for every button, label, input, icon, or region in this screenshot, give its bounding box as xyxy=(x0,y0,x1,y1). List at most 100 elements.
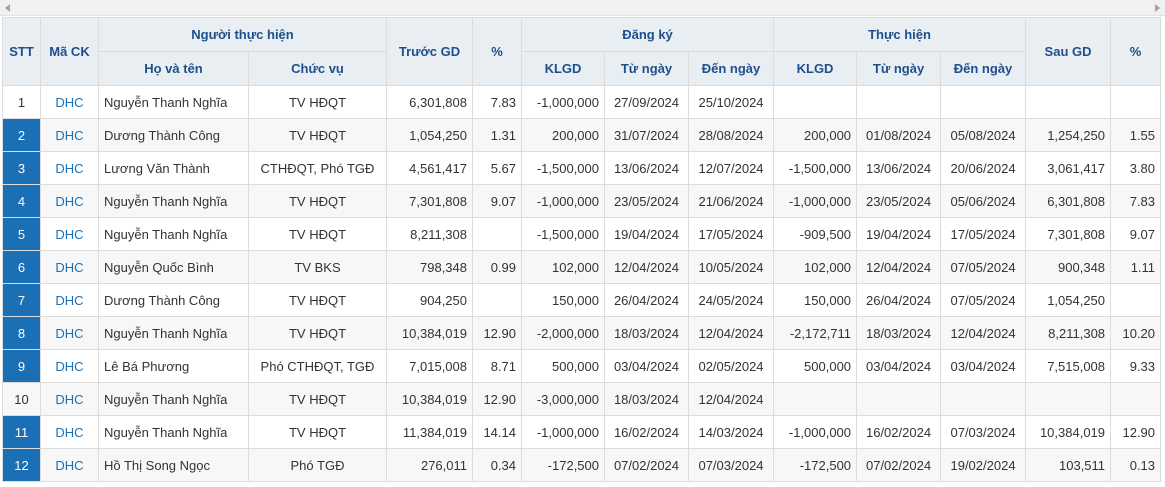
row-number: 6 xyxy=(2,250,41,284)
registered-from: 31/07/2024 xyxy=(604,118,689,152)
data-row: 9 DHC Lê Bá Phương Phó CTHĐQT, TGĐ 7,015,008… xyxy=(2,349,1162,383)
volume-before: 10,384,019 xyxy=(386,382,473,416)
volume-after: 103,511 xyxy=(1025,448,1112,482)
volume-after xyxy=(1025,85,1112,119)
executed-volume: 150,000 xyxy=(773,283,858,317)
registered-volume: 150,000 xyxy=(521,283,605,317)
percent-after: 3.80 xyxy=(1110,151,1162,185)
registered-from: 16/02/2024 xyxy=(604,415,689,449)
registered-volume: 200,000 xyxy=(521,118,605,152)
percent-after xyxy=(1110,382,1162,416)
stock-code[interactable]: DHC xyxy=(40,283,99,317)
registered-from: 26/04/2024 xyxy=(604,283,689,317)
position: TV HĐQT xyxy=(248,85,387,119)
insider-trading-table: STT Mã CK Người thực hiện Trước GD % Đăn… xyxy=(2,17,1162,482)
stock-code[interactable]: DHC xyxy=(40,217,99,251)
executed-volume: -1,000,000 xyxy=(773,415,858,449)
registered-volume: -1,500,000 xyxy=(521,151,605,185)
position: TV HĐQT xyxy=(248,415,387,449)
position: TV HĐQT xyxy=(248,316,387,350)
executed-volume: -1,500,000 xyxy=(773,151,858,185)
executed-volume xyxy=(773,382,858,416)
registered-volume: -1,000,000 xyxy=(521,184,605,218)
position: Phó CTHĐQT, TGĐ xyxy=(248,349,387,383)
stock-code[interactable]: DHC xyxy=(40,349,99,383)
volume-before: 11,384,019 xyxy=(386,415,473,449)
executed-to: 07/05/2024 xyxy=(940,283,1027,317)
position: TV HĐQT xyxy=(248,184,387,218)
header-row: Họ và tên Chức vụ KLGD Từ ngày Đến ngày … xyxy=(3,51,1161,86)
executed-to: 19/02/2024 xyxy=(940,448,1027,482)
volume-after: 1,254,250 xyxy=(1025,118,1112,152)
percent-before: 12.90 xyxy=(472,382,522,416)
volume-after: 900,348 xyxy=(1025,250,1112,284)
executed-from xyxy=(856,382,942,416)
row-number: 12 xyxy=(2,448,41,482)
executed-to xyxy=(940,382,1027,416)
volume-before: 904,250 xyxy=(386,283,473,317)
person-name: Dương Thành Công xyxy=(98,118,249,152)
stock-code[interactable]: DHC xyxy=(40,415,99,449)
header-cell: Đến ngày xyxy=(687,51,775,86)
registered-volume: 500,000 xyxy=(521,349,605,383)
volume-before: 7,301,808 xyxy=(386,184,473,218)
registered-to: 28/08/2024 xyxy=(687,118,775,152)
registered-from: 19/04/2024 xyxy=(604,217,689,251)
percent-after: 1.11 xyxy=(1110,250,1162,284)
person-name: Lương Văn Thành xyxy=(98,151,249,185)
percent-after: 12.90 xyxy=(1110,415,1162,449)
registered-to: 12/04/2024 xyxy=(687,382,775,416)
stock-code[interactable]: DHC xyxy=(40,250,99,284)
volume-before: 7,015,008 xyxy=(386,349,473,383)
stock-code[interactable]: DHC xyxy=(40,316,99,350)
executed-volume xyxy=(773,85,858,119)
executed-to: 03/04/2024 xyxy=(940,349,1027,383)
executed-to: 12/04/2024 xyxy=(940,316,1027,350)
percent-after xyxy=(1110,85,1162,119)
stock-code[interactable]: DHC xyxy=(40,448,99,482)
volume-before: 6,301,808 xyxy=(386,85,473,119)
data-row: 2 DHC Dương Thành Công TV HĐQT 1,054,250 1.31… xyxy=(2,118,1162,152)
stock-code[interactable]: DHC xyxy=(40,85,99,119)
percent-before: 5.67 xyxy=(472,151,522,185)
registered-volume: -1,000,000 xyxy=(521,85,605,119)
volume-after: 8,211,308 xyxy=(1025,316,1112,350)
stock-code[interactable]: DHC xyxy=(40,151,99,185)
stock-code[interactable]: DHC xyxy=(40,184,99,218)
percent-before: 0.99 xyxy=(472,250,522,284)
registered-from: 13/06/2024 xyxy=(604,151,689,185)
executed-from: 18/03/2024 xyxy=(856,316,942,350)
data-row: 1 DHC Nguyễn Thanh Nghĩa TV HĐQT 6,301,808 7.… xyxy=(2,85,1162,119)
registered-to: 12/04/2024 xyxy=(687,316,775,350)
scroll-left-arrow[interactable] xyxy=(5,4,10,12)
person-name: Nguyễn Quốc Bình xyxy=(98,250,249,284)
executed-volume: -2,172,711 xyxy=(773,316,858,350)
volume-after xyxy=(1025,382,1112,416)
executed-to: 05/06/2024 xyxy=(940,184,1027,218)
percent-after: 0.13 xyxy=(1110,448,1162,482)
horizontal-scrollbar[interactable] xyxy=(0,0,1165,16)
volume-after: 10,384,019 xyxy=(1025,415,1112,449)
row-number: 5 xyxy=(2,217,41,251)
registered-to: 07/03/2024 xyxy=(687,448,775,482)
percent-after xyxy=(1110,283,1162,317)
registered-volume: 102,000 xyxy=(521,250,605,284)
executed-from: 26/04/2024 xyxy=(856,283,942,317)
volume-after: 1,054,250 xyxy=(1025,283,1112,317)
stock-code[interactable]: DHC xyxy=(40,118,99,152)
percent-after: 9.07 xyxy=(1110,217,1162,251)
position: TV HĐQT xyxy=(248,217,387,251)
executed-to: 07/05/2024 xyxy=(940,250,1027,284)
executed-from: 19/04/2024 xyxy=(856,217,942,251)
executed-from: 16/02/2024 xyxy=(856,415,942,449)
header-cell: Họ và tên xyxy=(98,51,249,86)
person-name: Nguyễn Thanh Nghĩa xyxy=(98,415,249,449)
executed-from: 03/04/2024 xyxy=(856,349,942,383)
executed-to: 17/05/2024 xyxy=(940,217,1027,251)
registered-to: 02/05/2024 xyxy=(687,349,775,383)
stock-code[interactable]: DHC xyxy=(40,382,99,416)
executed-from: 07/02/2024 xyxy=(856,448,942,482)
row-number: 10 xyxy=(2,382,41,416)
person-name: Hồ Thị Song Ngọc xyxy=(98,448,249,482)
scroll-right-arrow[interactable] xyxy=(1155,4,1160,12)
